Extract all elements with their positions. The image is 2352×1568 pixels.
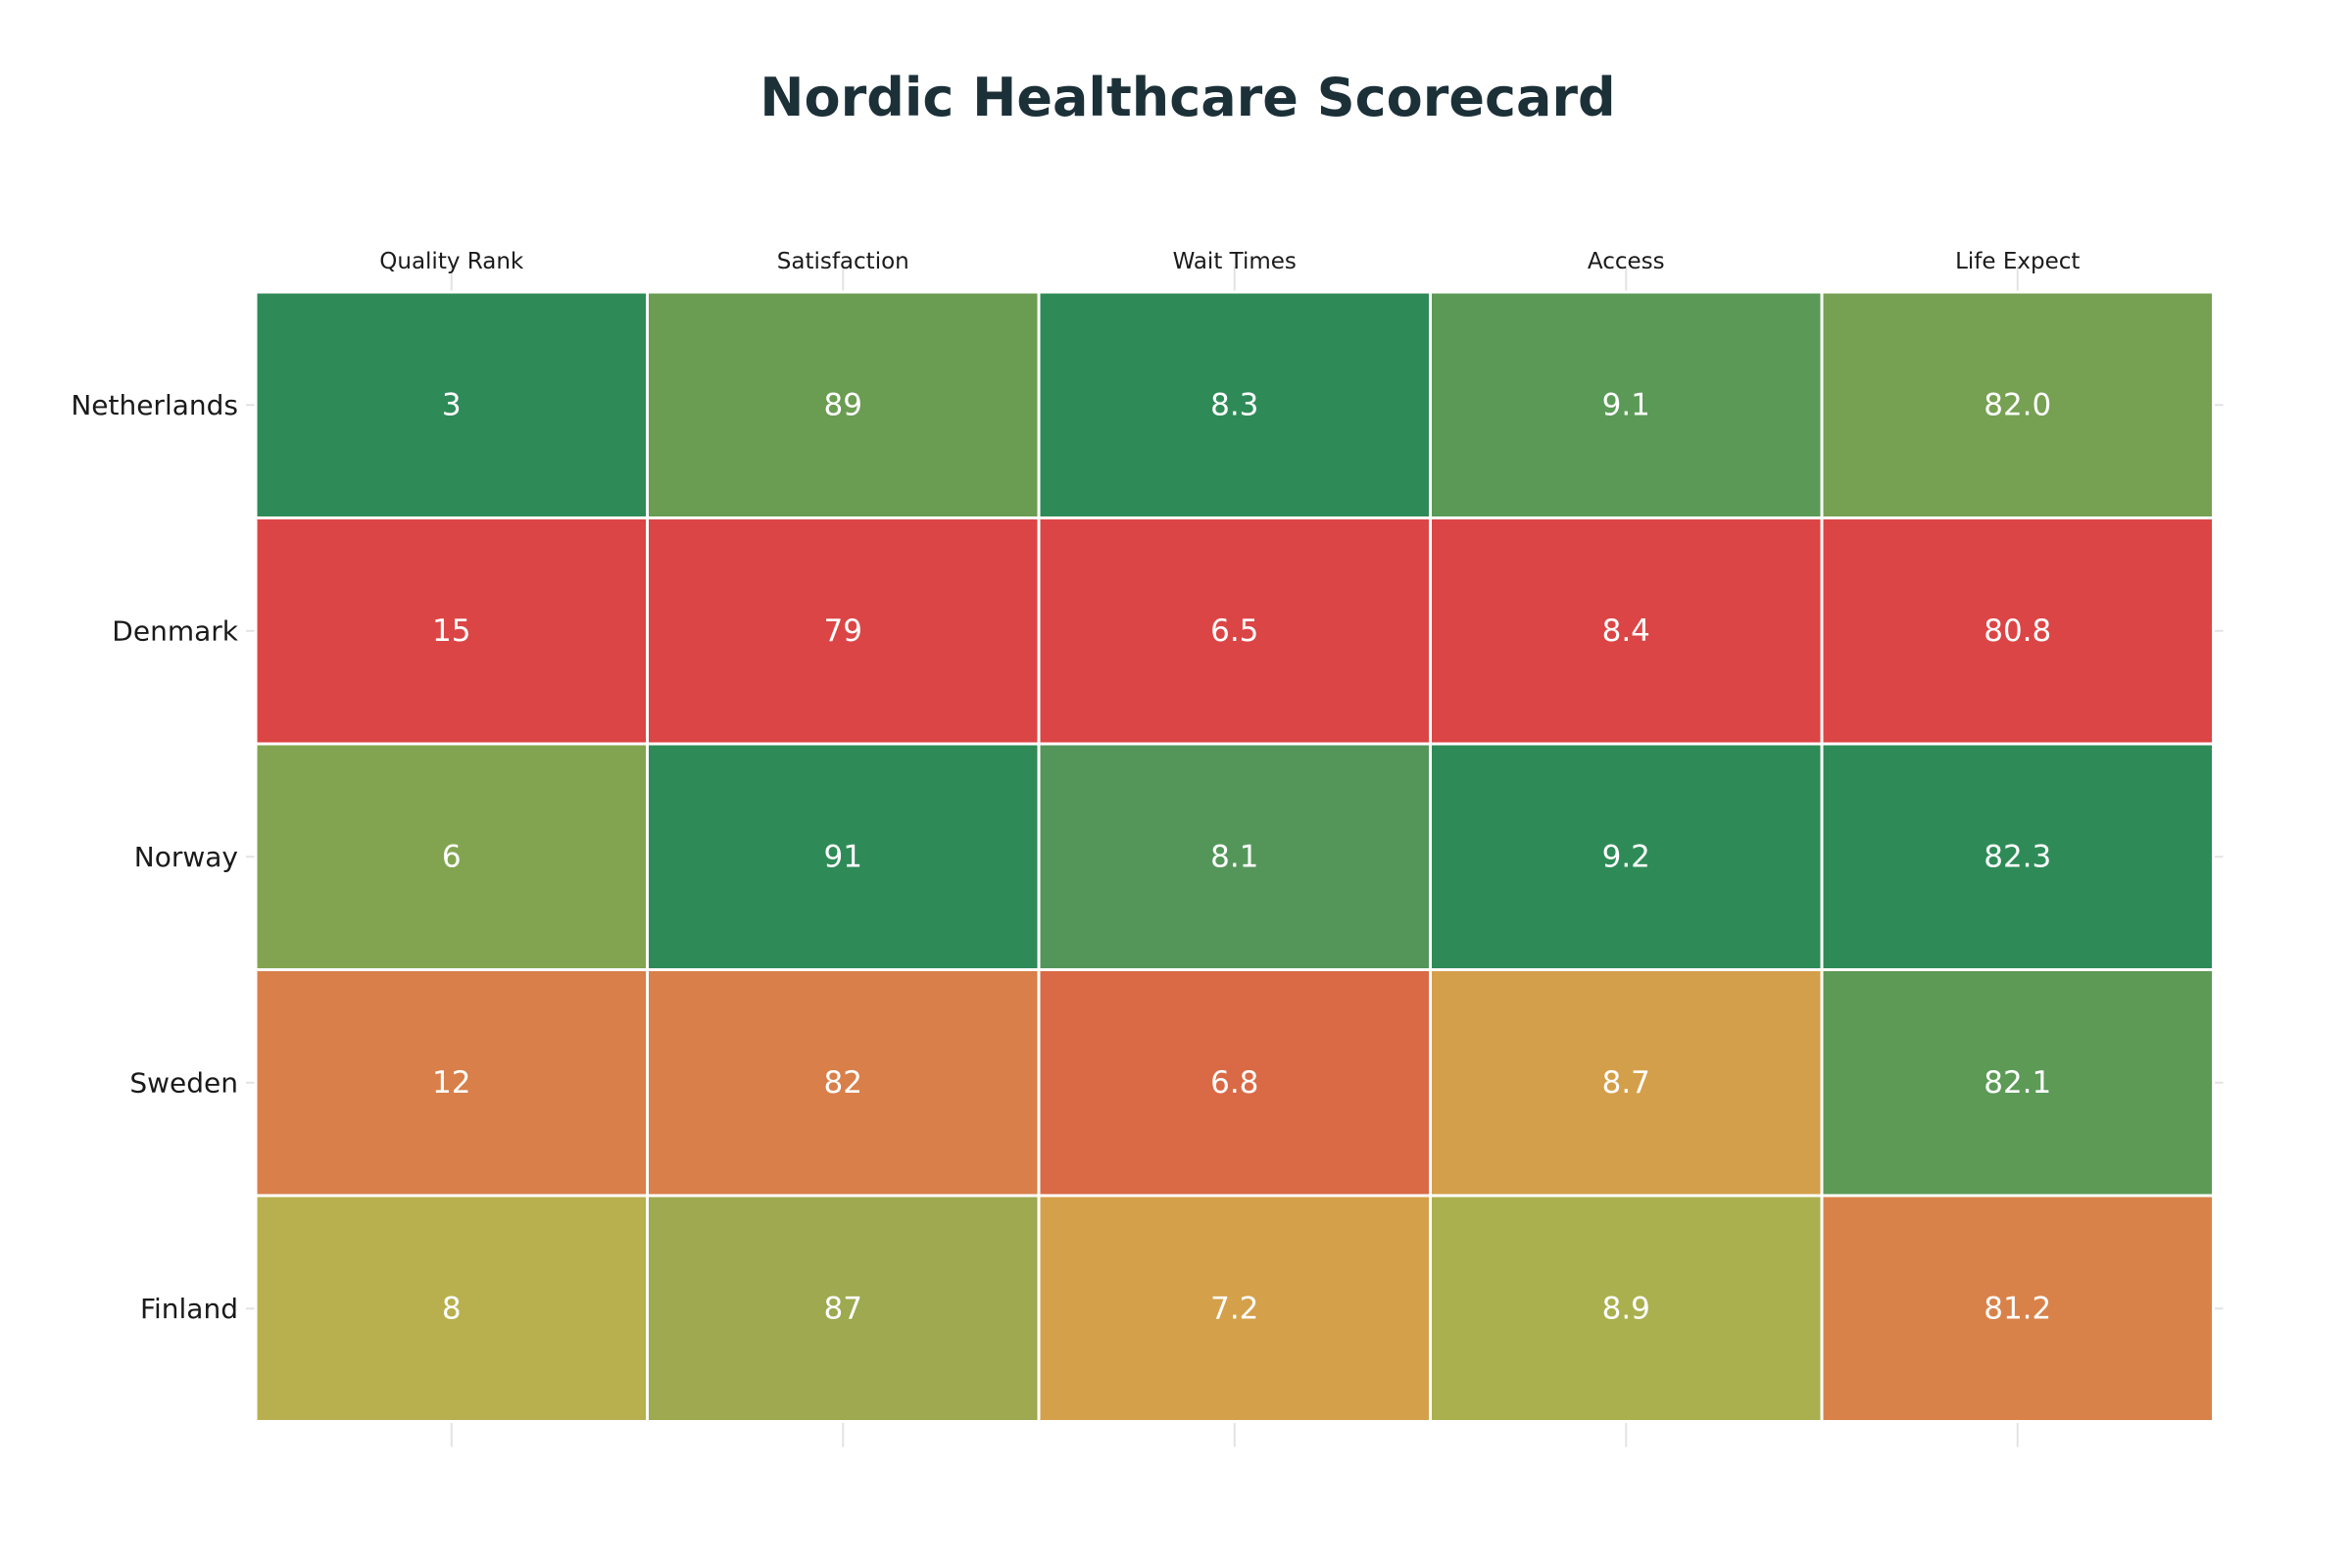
cell-value-denmark-access: 8.4: [1602, 613, 1650, 649]
heatmap-cell-sweden-life-expect: [1820, 968, 2215, 1198]
chart-title: Nordic Healthcare Scorecard: [760, 67, 1615, 128]
row-label-denmark: Denmark: [112, 614, 238, 647]
cell-value-denmark-satisfaction: 79: [824, 613, 862, 649]
heatmap-cell-finland-access: [1429, 1194, 1824, 1423]
heatmap-cell-norway-quality-rank: [254, 742, 649, 971]
row-label-netherlands: Netherlands: [71, 389, 238, 421]
cell-value-sweden-life-expect: 82.1: [1984, 1065, 2051, 1101]
cell-value-finland-life-expect: 81.2: [1984, 1291, 2051, 1326]
heatmap-cell-norway-satisfaction: [646, 742, 1041, 971]
column-label-quality-rank: Quality Rank: [379, 249, 524, 274]
column-label-life-expect: Life Expect: [1955, 249, 2080, 274]
cell-value-norway-satisfaction: 91: [824, 839, 862, 874]
row-label-finland: Finland: [140, 1293, 238, 1325]
cell-value-sweden-quality-rank: 12: [432, 1065, 470, 1101]
cell-value-netherlands-satisfaction: 89: [824, 387, 862, 422]
heatmap-cell-norway-access: [1429, 742, 1824, 971]
heatmap-cells: [254, 290, 2215, 1423]
heatmap-cell-netherlands-life-expect: [1820, 290, 2215, 519]
cell-value-denmark-quality-rank: 15: [432, 613, 470, 649]
heatmap-cell-sweden-access: [1429, 968, 1824, 1198]
heatmap-cell-sweden-quality-rank: [254, 968, 649, 1198]
cell-value-netherlands-life-expect: 82.0: [1984, 387, 2051, 422]
cell-value-norway-life-expect: 82.3: [1984, 839, 2051, 874]
cell-value-netherlands-quality-rank: 3: [442, 387, 462, 422]
cell-value-finland-access: 8.9: [1602, 1291, 1650, 1326]
heatmap-cell-denmark-wait-times: [1037, 516, 1432, 746]
heatmap-cell-denmark-life-expect: [1820, 516, 2215, 746]
column-label-wait-times: Wait Times: [1173, 249, 1297, 274]
heatmap-cell-netherlands-access: [1429, 290, 1824, 519]
cell-value-netherlands-access: 9.1: [1602, 387, 1650, 422]
cell-value-sweden-access: 8.7: [1602, 1065, 1650, 1101]
heatmap-cell-denmark-satisfaction: [646, 516, 1041, 746]
cell-value-norway-quality-rank: 6: [442, 839, 462, 874]
cell-value-sweden-satisfaction: 82: [824, 1065, 862, 1101]
heatmap-cell-finland-satisfaction: [646, 1194, 1041, 1423]
cell-value-norway-access: 9.2: [1602, 839, 1650, 874]
cell-values: 3 89 8.3 9.1 82.0 15 79 6.5 8.4 80.8 6 91 8.1 9.2 82.3…: [432, 387, 2051, 1326]
heatmap-cell-denmark-access: [1429, 516, 1824, 746]
heatmap-cell-netherlands-satisfaction: [646, 290, 1041, 519]
cell-value-finland-quality-rank: 8: [442, 1291, 462, 1326]
column-label-access: Access: [1588, 249, 1665, 274]
cell-value-denmark-life-expect: 80.8: [1984, 613, 2051, 649]
cell-value-denmark-wait-times: 6.5: [1210, 613, 1258, 649]
cell-value-netherlands-wait-times: 8.3: [1210, 387, 1258, 422]
row-label-sweden: Sweden: [129, 1066, 238, 1099]
row-label-norway: Norway: [134, 841, 238, 873]
cell-value-sweden-wait-times: 6.8: [1210, 1065, 1258, 1101]
heatmap-cell-finland-wait-times: [1037, 1194, 1432, 1423]
cell-value-finland-satisfaction: 87: [824, 1291, 862, 1326]
heatmap-cell-finland-life-expect: [1820, 1194, 2215, 1423]
cell-value-norway-wait-times: 8.1: [1210, 839, 1258, 874]
heatmap-cell-denmark-quality-rank: [254, 516, 649, 746]
column-labels: Quality Rank Satisfaction Wait Times Access…: [379, 249, 2080, 274]
cell-value-finland-wait-times: 7.2: [1210, 1291, 1258, 1326]
heatmap-cell-norway-life-expect: [1820, 742, 2215, 971]
heatmap-cell-norway-wait-times: [1037, 742, 1432, 971]
heatmap-cell-finland-quality-rank: [254, 1194, 649, 1423]
column-label-satisfaction: Satisfaction: [777, 249, 909, 274]
row-labels: Netherlands Denmark Norway Sweden Finland: [71, 389, 238, 1325]
heatmap-cell-sweden-wait-times: [1037, 968, 1432, 1198]
